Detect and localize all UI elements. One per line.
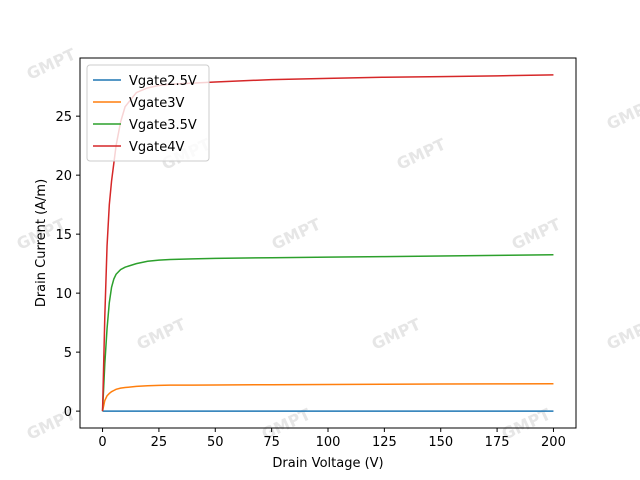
watermark: GMPT <box>369 315 424 354</box>
legend-label: Vgate4V <box>129 140 184 155</box>
watermark: GMPT <box>604 315 640 354</box>
legend-label: Vgate3V <box>129 96 184 111</box>
legend-label: Vgate2.5V <box>129 74 197 89</box>
watermark: GMPT <box>269 215 324 254</box>
watermark: GMPT <box>134 315 189 354</box>
legend-box <box>86 64 210 162</box>
x-tick-label: 0 <box>98 435 106 450</box>
x-tick-label: 200 <box>541 435 566 450</box>
y-tick-label: 15 <box>55 228 72 243</box>
x-tick-label: 100 <box>316 435 341 450</box>
watermark: GMPT <box>394 135 449 174</box>
y-axis-label: Drain Current (A/m) <box>34 179 49 307</box>
y-tick-label: 20 <box>55 169 72 184</box>
x-tick-label: 75 <box>263 435 280 450</box>
watermark: GMPT <box>24 45 79 84</box>
y-tick-label: 5 <box>64 346 72 361</box>
x-tick-label: 125 <box>372 435 397 450</box>
x-tick-label: 50 <box>207 435 224 450</box>
series-line <box>101 383 554 412</box>
legend-label: Vgate3.5V <box>129 118 197 133</box>
watermark: GMPT <box>604 95 640 134</box>
x-tick-label: 150 <box>428 435 453 450</box>
x-axis-label: Drain Voltage (V) <box>272 456 383 471</box>
y-tick-label: 0 <box>64 405 72 420</box>
x-tick-label: 25 <box>151 435 168 450</box>
series-line <box>101 254 554 412</box>
y-tick-label: 10 <box>55 287 72 302</box>
y-tick-label: 25 <box>55 110 72 125</box>
x-tick-label: 175 <box>485 435 510 450</box>
watermark: GMPT <box>509 215 564 254</box>
